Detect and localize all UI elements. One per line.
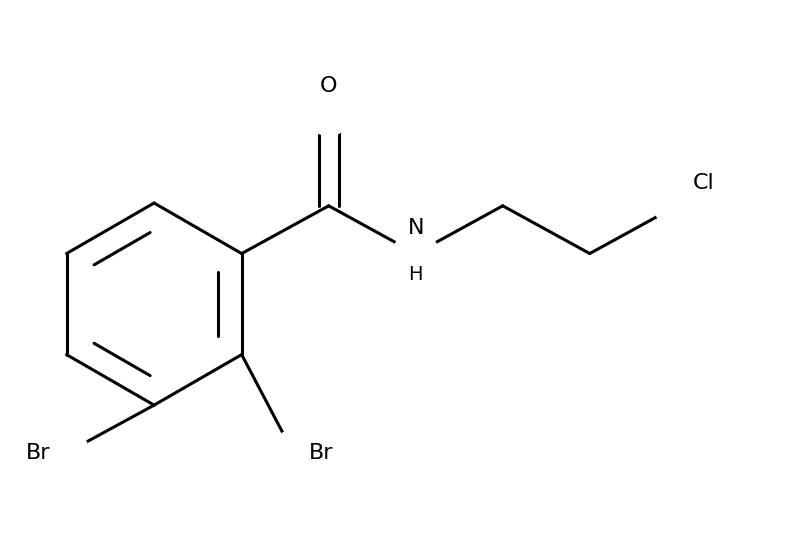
Circle shape bbox=[306, 91, 351, 136]
Text: Br: Br bbox=[26, 443, 50, 463]
Text: H: H bbox=[409, 265, 423, 284]
Circle shape bbox=[654, 183, 699, 229]
Text: Cl: Cl bbox=[693, 173, 714, 193]
Circle shape bbox=[271, 431, 316, 475]
Circle shape bbox=[44, 431, 89, 475]
Text: O: O bbox=[320, 76, 338, 97]
Circle shape bbox=[394, 231, 438, 276]
Text: Br: Br bbox=[309, 443, 334, 463]
Text: N: N bbox=[407, 218, 424, 238]
